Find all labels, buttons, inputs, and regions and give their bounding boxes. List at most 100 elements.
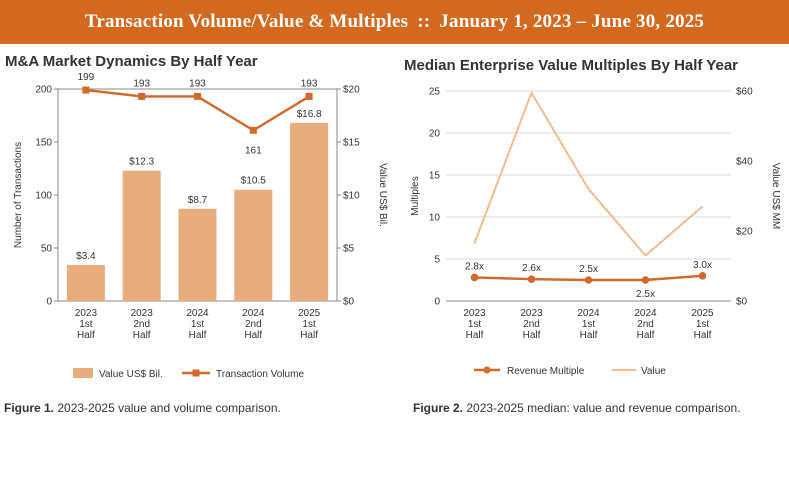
chart2-category-label: 2023 [463, 308, 486, 319]
chart1-legend-line-marker [192, 369, 200, 377]
chart1-bar [66, 264, 105, 301]
chart2-revenue-marker [698, 272, 707, 280]
chart1-category-label: Half [133, 330, 151, 341]
chart2-legend-value-label: Value [641, 366, 666, 377]
chart2-caption: Figure 2. 2023-2025 median: value and re… [413, 401, 741, 415]
chart2-category-label: Half [694, 330, 712, 341]
chart2-category-label: 1st [582, 319, 596, 330]
chart1-volume-marker [249, 126, 257, 134]
chart2-category-label: Half [466, 330, 484, 341]
chart2-revenue-label: 3.0x [693, 260, 712, 271]
chart1-bar-label: $3.4 [76, 251, 96, 262]
chart2-revenue-marker [470, 273, 479, 282]
chart2-revenue-label: 2.8x [465, 261, 484, 272]
chart2-right-tick-label: $40 [736, 157, 753, 168]
chart2-revenue-label: 2.6x [522, 263, 541, 274]
chart1-category-label: 2nd [245, 319, 262, 330]
chart1-category-label: 1st [302, 319, 316, 330]
chart1-caption-text: 2023-2025 value and volume comparison. [57, 401, 281, 415]
chart1-volume-marker [138, 92, 146, 100]
chart1-category-label: Half [244, 330, 262, 341]
chart1-volume-marker [194, 92, 201, 100]
chart1-legend-bar-swatch [73, 368, 93, 378]
chart1-right-tick-label: $20 [343, 85, 360, 96]
chart1-category-label: Half [77, 330, 95, 341]
chart2-revenue-marker [584, 276, 593, 284]
chart2-category-label: 1st [468, 319, 482, 330]
chart2-revenue-marker [527, 275, 536, 283]
chart2-left-tick-label: 25 [429, 87, 441, 98]
chart1-category-label: 2024 [186, 308, 209, 319]
chart1-legend-line-label: Transaction Volume [216, 369, 304, 380]
chart1-bar-label: $10.5 [241, 176, 266, 187]
chart2-left-axis-label: Multiples [410, 176, 421, 215]
chart1-volume-label: 199 [78, 72, 95, 83]
chart2-left-tick-label: 5 [434, 255, 440, 266]
chart1-category-label: Half [300, 330, 318, 341]
chart1-left-tick-label: 0 [46, 297, 52, 308]
banner-date-range: January 1, 2023 – June 30, 2025 [439, 11, 705, 32]
chart1-volume-label: 161 [245, 145, 262, 156]
chart1-volume-label: 193 [301, 78, 318, 89]
chart2-left-tick-label: 0 [434, 297, 440, 308]
chart1-right-tick-label: $15 [343, 138, 360, 149]
chart1-bar [234, 189, 273, 301]
chart1-volume-marker [305, 92, 313, 100]
chart1-left-tick-label: 200 [35, 85, 52, 96]
chart1-category-label: Half [189, 330, 207, 341]
chart1-volume-marker [82, 86, 90, 94]
chart1-left-tick-label: 50 [41, 244, 53, 255]
chart2-category-label: Half [637, 330, 655, 341]
chart1-bar [178, 208, 217, 301]
chart1-bar-label: $8.7 [188, 195, 208, 206]
chart2-category-label: 2025 [691, 308, 714, 319]
chart1-caption: Figure 1. 2023-2025 value and volume com… [4, 401, 281, 415]
chart1-volume-label: 193 [189, 78, 206, 89]
chart1-legend-bar-label: Value US$ Bil. [99, 369, 163, 380]
chart2-right-tick-label: $0 [736, 297, 748, 308]
chart2-revenue-label: 2.5x [636, 289, 655, 300]
chart1-category-label: 2023 [75, 308, 98, 319]
chart1-left-axis-label: Number of Transactions [13, 142, 24, 248]
chart2-legend-revenue-marker [483, 366, 491, 374]
chart2-left-tick-label: 20 [429, 129, 441, 140]
chart2-right-axis-label: Value US$ MM [770, 163, 781, 230]
chart1-category-label: 2nd [133, 319, 150, 330]
chart1-right-tick-label: $0 [343, 297, 355, 308]
chart1-right-tick-label: $10 [343, 191, 360, 202]
chart2-category-label: 2nd [523, 319, 540, 330]
chart1-caption-label: Figure 1. [4, 401, 55, 415]
chart1-bar [122, 170, 161, 301]
page-banner: Transaction Volume/Value & Multiples :: … [0, 0, 789, 44]
chart2-category-label: 2024 [634, 308, 657, 319]
chart1-category-label: 1st [79, 319, 93, 330]
chart1-category-label: 2024 [242, 308, 265, 319]
chart1-bar-label: $12.3 [129, 157, 154, 168]
chart1-right-tick-label: $5 [343, 244, 355, 255]
chart2-right-tick-label: $20 [736, 227, 753, 238]
chart1-bar-label: $16.8 [297, 109, 322, 120]
chart2-category-label: 2024 [577, 308, 600, 319]
chart1-title: M&A Market Dynamics By Half Year [5, 53, 258, 70]
chart1-left-tick-label: 100 [35, 191, 52, 202]
chart2-caption-text: 2023-2025 median: value and revenue comp… [466, 401, 741, 415]
chart1-category-label: 1st [191, 319, 205, 330]
chart1-category-label: 2025 [298, 308, 321, 319]
chart2-title: Median Enterprise Value Multiples By Hal… [404, 57, 739, 74]
banner-title: Transaction Volume/Value & Multiples [84, 11, 409, 32]
chart1-right-axis-label: Value US$ Bil. [377, 163, 388, 227]
chart2-category-label: 1st [696, 319, 710, 330]
chart1-bar [290, 122, 329, 301]
chart2-value-line [473, 90, 704, 257]
chart2-right-tick-label: $60 [736, 87, 753, 98]
chart2-revenue-label: 2.5x [579, 264, 598, 275]
banner-separator: :: [417, 11, 431, 32]
chart2-category-label: Half [523, 330, 541, 341]
chart1-category-label: 2023 [131, 308, 154, 319]
chart2-left-tick-label: 15 [429, 171, 441, 182]
chart2-left-tick-label: 10 [429, 213, 441, 224]
chart2-legend-revenue-label: Revenue Multiple [507, 366, 585, 377]
chart2-category-label: Half [580, 330, 598, 341]
chart1-left-tick-label: 150 [35, 138, 52, 149]
